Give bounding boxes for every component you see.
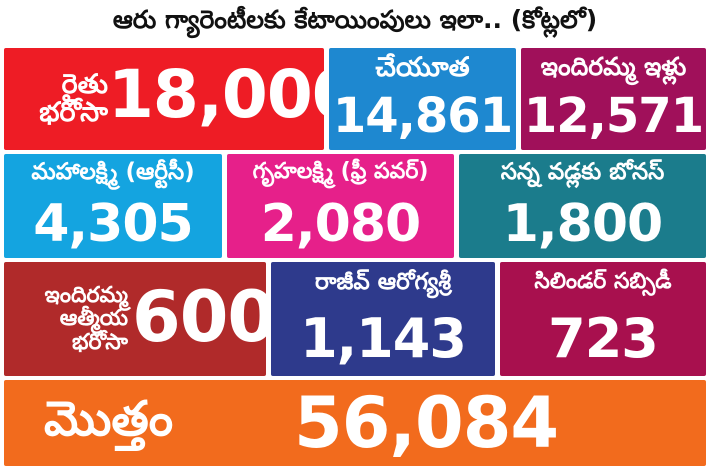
tile-gruhalakshmi: గృహలక్ష్మి (ఫ్రీ పవర్) 2,080	[227, 154, 454, 258]
tile-value: 1,800	[502, 194, 663, 254]
tile-value: 723	[548, 307, 659, 370]
tile-label: ఇందిరమ్మ	[44, 283, 128, 309]
tile-value: 4,305	[33, 194, 193, 254]
tile-label: ఆత్మీయ	[59, 306, 128, 332]
tile-rajiv-arogyasri: రాజీవ్ ఆరోగ్యశ్రీ 1,143	[271, 262, 495, 376]
tile-value: 12,571	[523, 88, 704, 144]
tile-label: సిలిండర్ సబ్సిడీ	[534, 269, 672, 294]
tile-rythu-bharosa: రైతు భరోసా 18,000	[4, 48, 324, 150]
page-title: ఆరు గ్యారెంటీలకు కేటాయింపులు ఇలా.. (కోట్…	[112, 5, 598, 34]
tile-value: 1,143	[300, 307, 467, 370]
tile-value: 600	[132, 276, 266, 358]
tile-label: రైతు	[61, 68, 108, 100]
tile-cheyutha: చేయూత 14,861	[329, 48, 516, 150]
total-value: 56,084	[294, 382, 559, 464]
tile-mahalakshmi: మహాలక్ష్మి (ఆర్టీసీ) 4,305	[4, 154, 222, 258]
tile-label: ఇందిరమ్మ ఇళ్లు	[540, 52, 687, 81]
tile-sanna-vadlu-bonus: సన్న వడ్లకు బోనస్ 1,800	[459, 154, 706, 258]
tile-label: మహాలక్ష్మి (ఆర్టీసీ)	[31, 159, 195, 185]
tile-indiramma-athmiya-bharosa: ఇందిరమ్మ ఆత్మీయ భరోసా 600	[4, 262, 266, 376]
tile-label: గృహలక్ష్మి (ఫ్రీ పవర్)	[252, 159, 429, 184]
tile-label: సన్న వడ్లకు బోనస్	[500, 159, 665, 185]
tile-cylinder-subsidy: సిలిండర్ సబ్సిడీ 723	[500, 262, 706, 376]
tile-label: రాజీవ్ ఆరోగ్యశ్రీ	[314, 269, 452, 295]
tile-label: భరోసా	[39, 97, 108, 128]
tile-indiramma-illu: ఇందిరమ్మ ఇళ్లు 12,571	[521, 48, 706, 150]
tile-label: చేయూత	[375, 52, 470, 83]
tile-label: భరోసా	[72, 329, 128, 355]
tile-value: 2,080	[260, 194, 421, 254]
tile-total: మొత్తం 56,084	[4, 380, 706, 466]
total-label: మొత్తం	[44, 391, 174, 447]
tile-value: 18,000	[108, 56, 324, 133]
tile-value: 14,861	[332, 88, 513, 144]
